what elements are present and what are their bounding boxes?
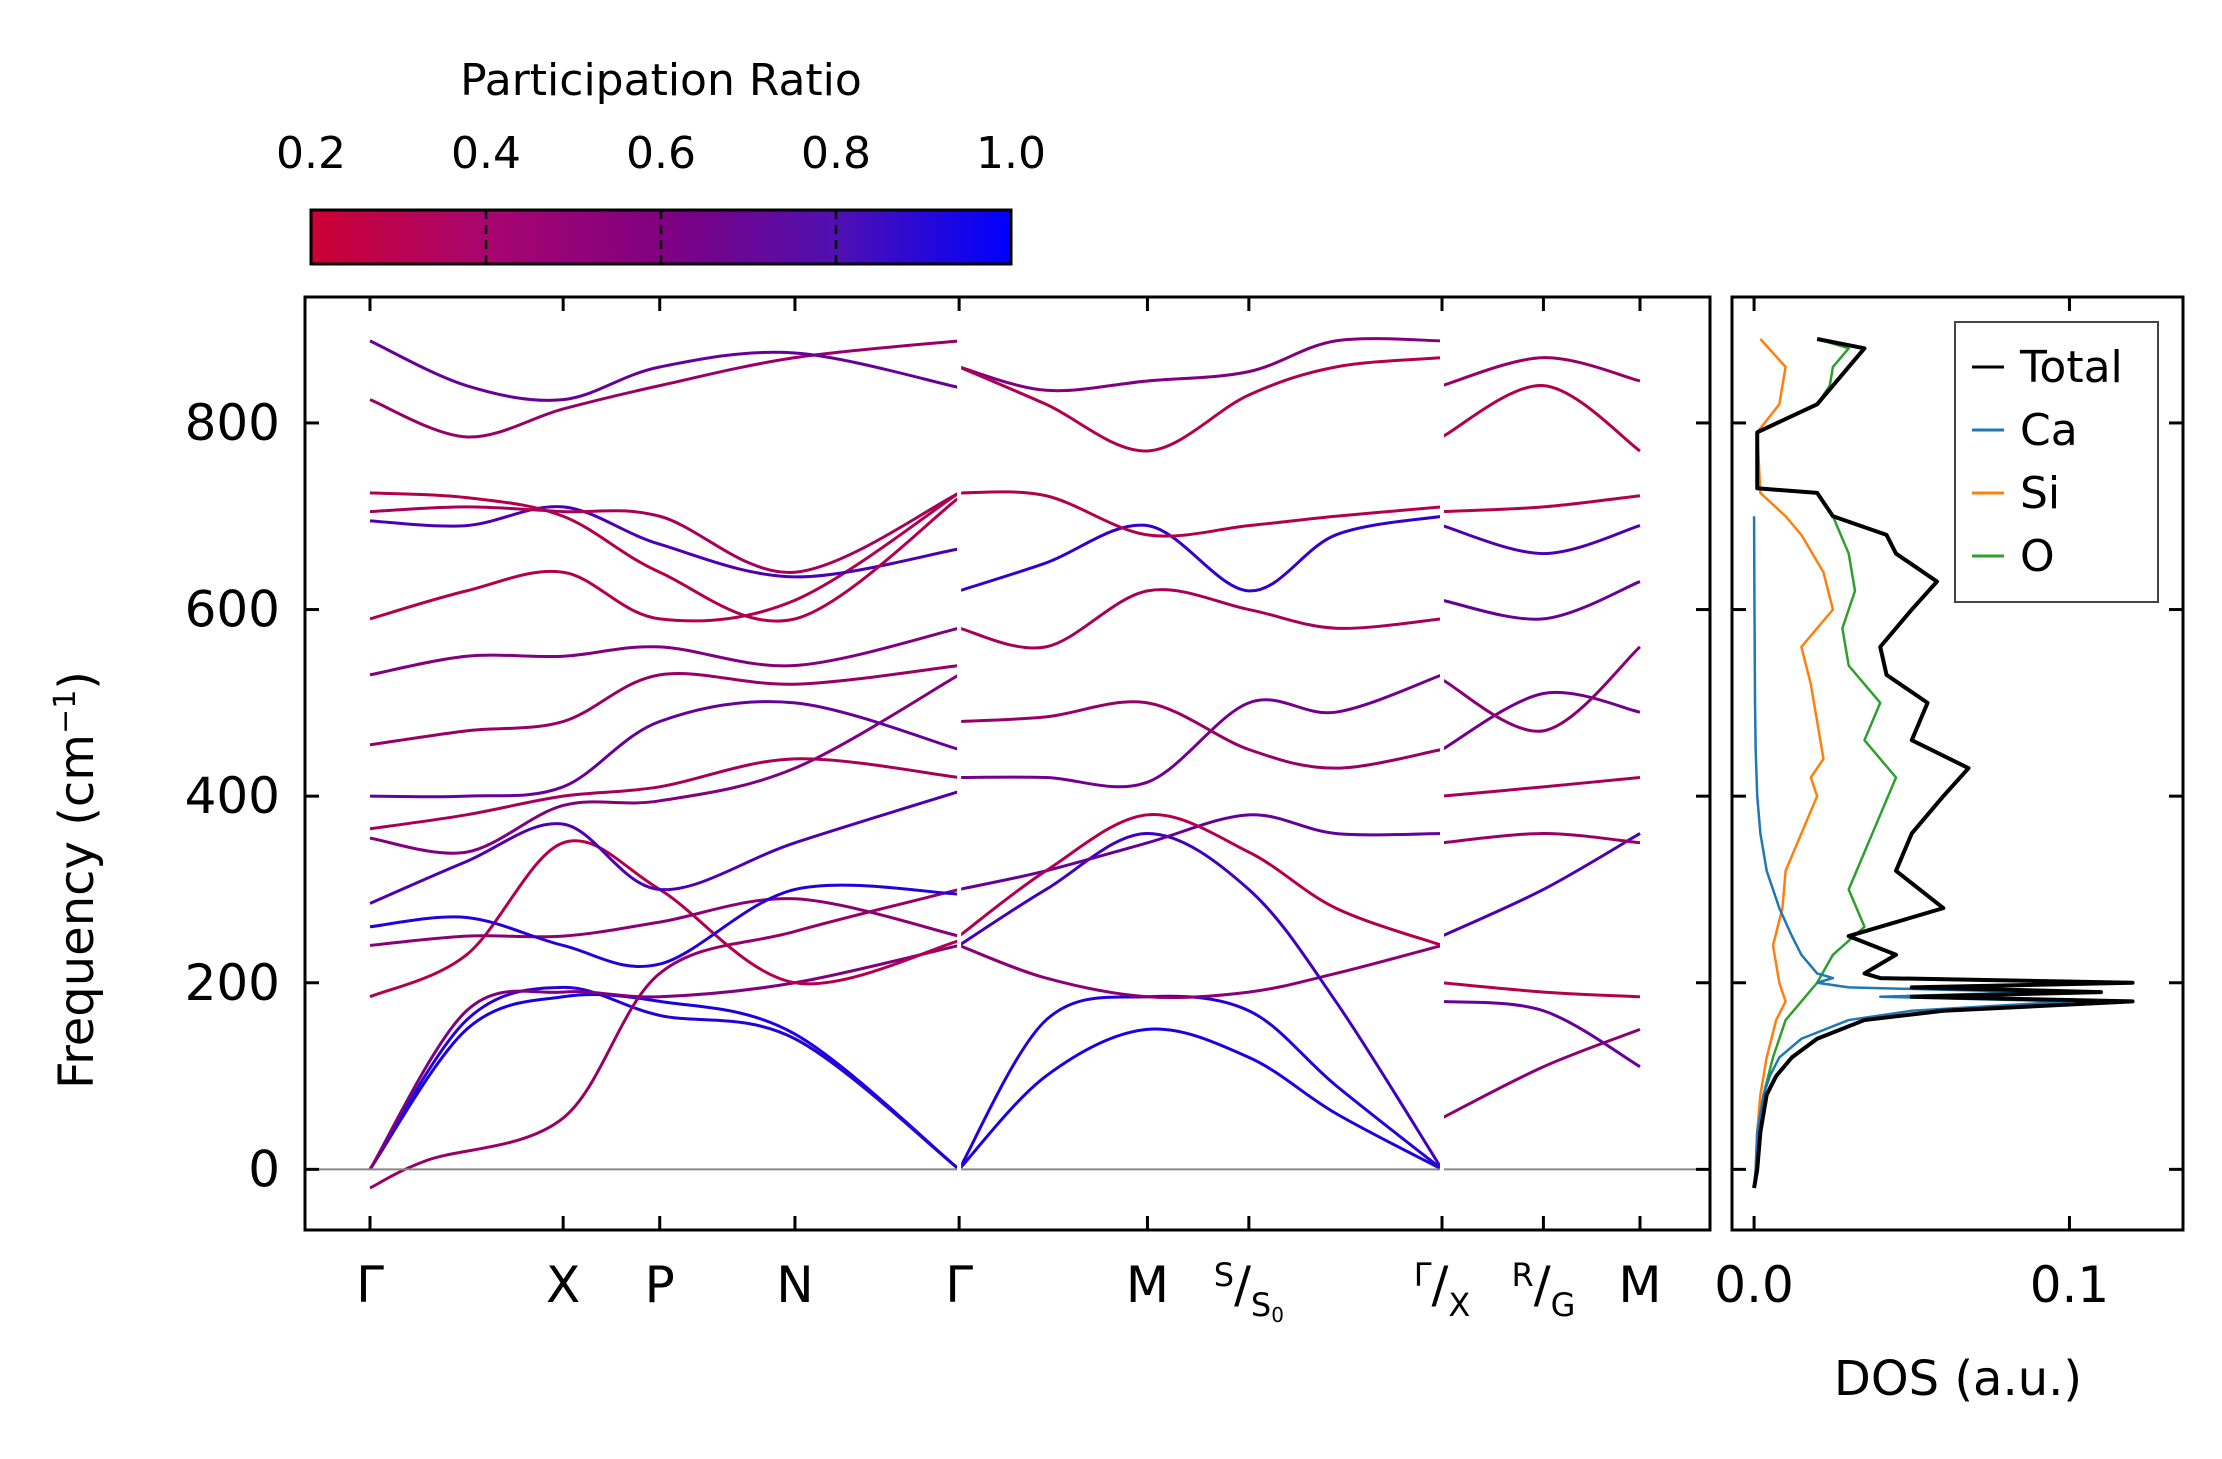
colorbar-label: Participation Ratio [460,55,862,106]
band-line [1441,690,1641,751]
band-line [1441,981,1641,999]
band-structure-frame [303,295,1712,1232]
band-line [369,897,960,947]
y-axis-label: Frequency (cm−1) [48,671,105,1089]
dos-lines [1752,337,2135,1189]
band-line [369,839,960,999]
x-tick-label: Γ [945,1256,973,1314]
x-tick-label: Γ [356,1256,384,1314]
band-line [959,700,1443,770]
band-line [369,491,960,623]
x-tick-label: N [776,1256,813,1314]
band-line [369,883,960,969]
band-line [368,985,961,1171]
x-ticks: Γ X P N Γ M S/S0 Γ/X R/G M [356,297,1662,1327]
dos-axes: 0.0 0.1 DOS (a.u.) Total Ca Si O [1714,295,2185,1407]
band-line [1441,524,1641,556]
segment-breaks [957,297,1445,1230]
band-line [368,943,960,1171]
y-tick-label: 600 [185,581,280,639]
x-tick-label: R/G [1511,1256,1575,1324]
band-line [1441,494,1641,514]
dos-line-ca [1752,516,2071,1189]
band-line [369,664,960,747]
dos-frame [1730,295,2185,1232]
band-line [1441,645,1641,733]
dos-line-total [1752,337,2135,1189]
legend-label-o: O [2020,531,2055,582]
band-line [369,790,960,905]
x-tick-label: S/S0 [1214,1256,1284,1327]
band-line [958,514,1443,593]
dos-x-tick-label: 0.1 [2030,1256,2110,1314]
band-line [369,505,960,579]
colorbar: Participation Ratio 0.2 0.4 0.6 0.8 1.0 [276,55,1046,266]
band-line [1441,580,1641,621]
x-tick-label: Γ/X [1414,1256,1471,1324]
x-tick-label: M [1126,1256,1169,1314]
band-line [958,337,1443,393]
dos-line-si [1752,338,1835,1189]
band-line [1441,999,1641,1069]
band-line [369,757,960,831]
band-lines [368,337,1641,1190]
band-line [369,491,960,574]
colorbar-tick-label: 1.0 [976,128,1046,179]
colorbar-tick-label: 0.4 [451,128,521,179]
x-tick-label: M [1618,1256,1661,1314]
legend-box [1954,321,2159,603]
band-line [958,813,1443,947]
band-line [369,673,960,855]
y-ticks: 0 200 400 600 800 [185,394,1710,1198]
band-structure-axes: Frequency (cm−1) 0 200 400 600 800 Γ X P N Γ M S/S… [48,295,1712,1327]
band-line [369,888,960,1190]
band-line [959,490,1443,538]
dos-x-tick-label: 0.0 [1714,1256,1794,1314]
band-line [958,356,1443,453]
x-tick-label: P [645,1256,675,1314]
legend-label-si: Si [2020,468,2060,519]
y-tick-label: 200 [185,954,280,1012]
band-line [958,943,1443,1000]
legend-label-total: Total [2019,342,2123,393]
band-line [369,491,961,623]
legend-label-ca: Ca [2020,405,2078,456]
band-line [369,700,960,799]
colorbar-tick-label: 0.2 [276,128,346,179]
band-line [959,673,1443,789]
band-line [369,626,960,677]
y-tick-label: 800 [185,394,280,452]
band-line [369,339,960,402]
colorbar-tick-label: 0.8 [801,128,871,179]
band-line [1441,831,1641,845]
y-tick-label: 400 [185,767,280,825]
band-line [1441,384,1641,453]
band-line [958,831,1444,1171]
band-line [1441,1028,1641,1120]
band-line [1441,776,1641,798]
dos-ticks: 0.0 0.1 [1714,297,2183,1314]
dos-x-axis-label: DOS (a.u.) [1834,1351,2082,1407]
y-tick-label: 0 [248,1140,280,1198]
band-line [957,994,1443,1171]
band-line [958,1027,1443,1171]
band-line [1441,832,1641,938]
colorbar-tick-label: 0.6 [626,128,696,179]
band-line [1441,356,1641,388]
band-line [369,339,960,439]
dos-line-o [1752,337,1898,1189]
legend: Total Ca Si O [1954,321,2159,603]
band-line [958,588,1443,650]
x-tick-label: X [546,1256,580,1314]
